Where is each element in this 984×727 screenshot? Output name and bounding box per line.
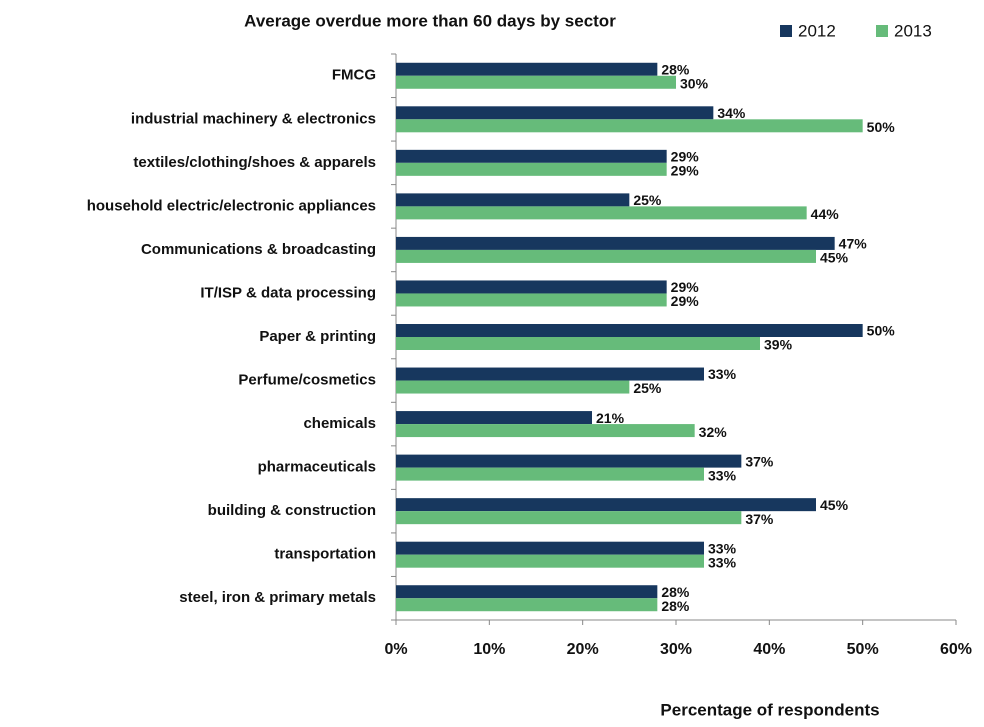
data-label: 28% bbox=[661, 598, 690, 614]
bar bbox=[396, 367, 704, 381]
y-tick-label: transportation bbox=[274, 546, 376, 563]
x-tick-label: 20% bbox=[567, 641, 599, 658]
data-label: 25% bbox=[633, 192, 662, 208]
data-label: 25% bbox=[633, 380, 662, 396]
data-label: 33% bbox=[708, 554, 737, 570]
y-tick-label: textiles/clothing/shoes & apparels bbox=[133, 154, 376, 171]
y-tick-label: FMCG bbox=[332, 67, 376, 84]
data-label: 45% bbox=[820, 250, 849, 266]
y-tick-label: household electric/electronic appliances bbox=[87, 197, 376, 214]
bar bbox=[396, 75, 676, 89]
bar bbox=[396, 119, 863, 133]
bar bbox=[396, 585, 658, 599]
bar bbox=[396, 498, 816, 512]
chart-title: Average overdue more than 60 days by sec… bbox=[244, 11, 616, 30]
data-label: 33% bbox=[708, 467, 737, 483]
data-label: 34% bbox=[717, 105, 746, 121]
legend-label: 2012 bbox=[798, 21, 836, 40]
data-label: 32% bbox=[699, 424, 728, 440]
bar bbox=[396, 206, 807, 220]
bar bbox=[396, 467, 704, 481]
x-tick-label: 60% bbox=[940, 641, 972, 658]
bar bbox=[396, 106, 714, 120]
data-label: 28% bbox=[661, 61, 690, 77]
data-label: 50% bbox=[867, 323, 896, 339]
y-tick-label: Paper & printing bbox=[259, 328, 376, 345]
x-tick-label: 50% bbox=[847, 641, 879, 658]
data-label: 39% bbox=[764, 337, 793, 353]
data-label: 37% bbox=[745, 511, 774, 527]
bar bbox=[396, 380, 630, 394]
bar bbox=[396, 598, 658, 612]
y-tick-label: pharmaceuticals bbox=[258, 459, 376, 476]
bar bbox=[396, 193, 630, 207]
bar bbox=[396, 337, 760, 350]
x-tick-label: 0% bbox=[384, 641, 407, 658]
legend-label: 2013 bbox=[894, 21, 932, 40]
data-label: 44% bbox=[811, 206, 840, 222]
y-tick-label: Communications & broadcasting bbox=[141, 241, 376, 258]
bar bbox=[396, 149, 667, 163]
bar bbox=[396, 162, 667, 176]
y-tick-label: steel, iron & primary metals bbox=[179, 589, 376, 606]
bar bbox=[396, 249, 816, 263]
bar bbox=[396, 293, 667, 307]
bar bbox=[396, 62, 658, 76]
bar bbox=[396, 424, 695, 438]
bar bbox=[396, 324, 863, 337]
x-tick-label: 30% bbox=[660, 641, 692, 658]
bar bbox=[396, 411, 592, 425]
bar bbox=[396, 541, 704, 555]
bar bbox=[396, 236, 835, 250]
data-label: 29% bbox=[671, 279, 700, 295]
data-label: 45% bbox=[820, 497, 849, 513]
y-tick-label: industrial machinery & electronics bbox=[131, 110, 376, 127]
x-axis-label: Percentage of respondents bbox=[660, 700, 879, 719]
bar bbox=[396, 280, 667, 294]
bar bbox=[396, 554, 704, 568]
x-tick-label: 10% bbox=[473, 641, 505, 658]
data-label: 28% bbox=[661, 584, 690, 600]
y-tick-label: Perfume/cosmetics bbox=[238, 372, 376, 389]
y-tick-label: IT/ISP & data processing bbox=[200, 284, 376, 301]
data-label: 29% bbox=[671, 149, 700, 165]
data-label: 30% bbox=[680, 75, 709, 91]
legend-swatch bbox=[780, 25, 792, 37]
data-label: 37% bbox=[745, 453, 774, 469]
data-label: 29% bbox=[671, 293, 700, 309]
data-label: 33% bbox=[708, 540, 737, 556]
bar bbox=[396, 511, 742, 525]
data-label: 29% bbox=[671, 163, 700, 179]
data-label: 21% bbox=[596, 410, 625, 426]
data-label: 47% bbox=[839, 236, 868, 252]
x-tick-label: 40% bbox=[753, 641, 785, 658]
data-label: 33% bbox=[708, 366, 737, 382]
y-tick-label: chemicals bbox=[303, 415, 376, 432]
data-label: 50% bbox=[867, 119, 896, 135]
bar bbox=[396, 454, 742, 468]
y-tick-label: building & construction bbox=[208, 502, 376, 519]
legend-swatch bbox=[876, 25, 888, 37]
